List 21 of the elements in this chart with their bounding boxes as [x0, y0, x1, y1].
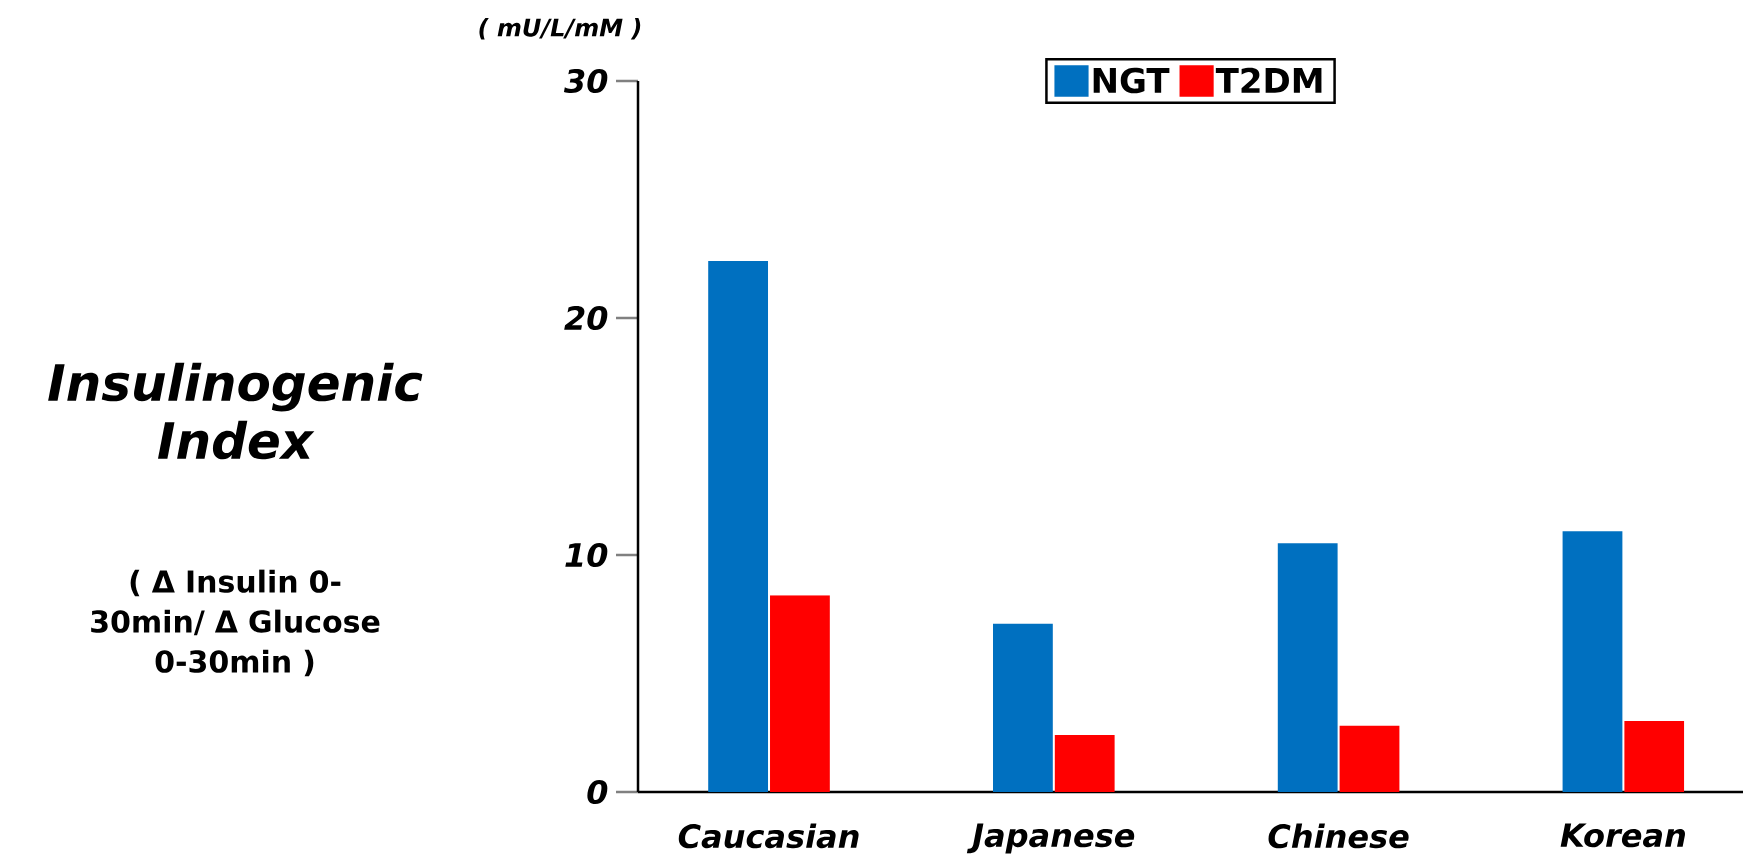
- y-tick-label: 20: [564, 305, 608, 331]
- bar: [1054, 735, 1115, 792]
- y-tick-label: 30: [563, 68, 608, 94]
- bar: [1562, 531, 1623, 792]
- bar: [1339, 725, 1400, 792]
- bar: [993, 623, 1053, 792]
- bar: [1624, 720, 1685, 792]
- text: ( mU/L/mM ): [479, 18, 641, 40]
- bar: [708, 261, 769, 792]
- text: ( Δ Insulin 0-30min/ Δ Glucose 0-30min ): [91, 569, 380, 677]
- legend-label: NGT: [1093, 67, 1170, 94]
- legend-label: T2DM: [1215, 67, 1322, 93]
- y-axis-title: Insulinogenic Index: [48, 362, 423, 460]
- x-tick-label: Chinese: [1268, 823, 1409, 849]
- bar: [1277, 543, 1338, 792]
- y-tick-label: 0: [587, 779, 608, 805]
- x-tick-label: Caucasian: [678, 823, 859, 849]
- x-tick-label: Japanese: [966, 823, 1135, 854]
- bar: [770, 595, 830, 792]
- y-tick-label: 10: [565, 542, 608, 568]
- x-tick-label: Korean: [1560, 823, 1685, 848]
